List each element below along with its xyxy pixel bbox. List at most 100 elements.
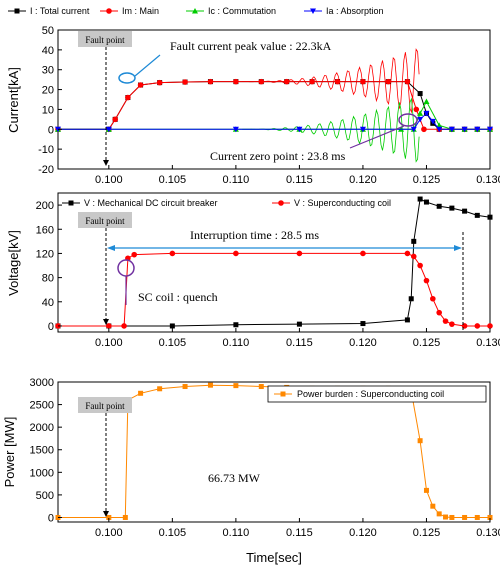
y-tick-label: -10 bbox=[38, 144, 54, 156]
x-tick-label: 0.105 bbox=[159, 337, 187, 349]
data-point bbox=[417, 91, 423, 97]
current-oscillation-traces bbox=[242, 48, 420, 163]
x-tick-label: 0.115 bbox=[286, 337, 313, 349]
data-point bbox=[296, 126, 303, 133]
data-point bbox=[169, 250, 176, 257]
data-point bbox=[233, 322, 239, 328]
data-point bbox=[296, 321, 302, 327]
x-tick-label: 0.125 bbox=[413, 337, 441, 349]
data-point bbox=[360, 250, 366, 257]
y-tick-label: 80 bbox=[42, 273, 54, 285]
x-tick-label: 0.110 bbox=[223, 337, 250, 349]
data-point bbox=[487, 214, 493, 220]
legend-label: V : Mechanical DC circuit breaker bbox=[84, 198, 218, 208]
x-tick-label: 0.110 bbox=[223, 527, 250, 539]
y-tick-label: 1500 bbox=[30, 445, 54, 457]
data-point bbox=[404, 78, 411, 85]
zero-point-pointer bbox=[349, 125, 405, 149]
data-point bbox=[474, 212, 480, 218]
data-point bbox=[121, 323, 127, 329]
interruption-arrow-right-head bbox=[454, 245, 462, 251]
quench-annotation: SC coil : quench bbox=[138, 290, 218, 304]
data-point bbox=[413, 106, 420, 113]
data-point bbox=[423, 110, 430, 117]
legend-label: Im : Main bbox=[122, 6, 159, 16]
legend-label: Ic : Commutation bbox=[208, 6, 276, 16]
power-energy-annotation: 66.73 MW bbox=[208, 471, 261, 485]
data-point bbox=[423, 487, 429, 493]
power-plot-frame bbox=[57, 381, 491, 523]
power-ylabel: Power [MW] bbox=[2, 417, 17, 488]
current-plot-frame bbox=[57, 29, 491, 170]
x-tick-label: 0.100 bbox=[95, 174, 123, 186]
legend-label: Ia : Absorption bbox=[326, 6, 384, 16]
data-point bbox=[462, 514, 468, 520]
fault-point-arrow-2 bbox=[103, 319, 109, 325]
data-point bbox=[410, 253, 417, 260]
series-1 bbox=[55, 79, 493, 132]
fault-point-box-2 bbox=[78, 212, 132, 228]
series-line bbox=[58, 81, 490, 130]
data-point bbox=[442, 318, 449, 324]
data-point bbox=[169, 323, 175, 329]
data-point bbox=[296, 250, 303, 257]
data-point bbox=[423, 199, 429, 205]
voltage-plot-frame bbox=[57, 192, 491, 333]
data-point bbox=[408, 296, 414, 302]
data-point bbox=[112, 116, 118, 123]
power-legend: Power burden : Superconducting coil bbox=[267, 385, 487, 403]
x-tick-label: 0.130 bbox=[476, 527, 500, 539]
fault-point-label-2: Fault point bbox=[85, 216, 125, 226]
x-tick-label: 0.125 bbox=[413, 174, 441, 186]
data-point bbox=[474, 323, 481, 329]
data-point bbox=[122, 514, 128, 520]
data-point bbox=[137, 82, 144, 88]
voltage-chart: 0.100 0.105 0.110 0.115 0.120 0.125 0.130 0 40 8… bbox=[6, 192, 500, 349]
y-tick-label: 2000 bbox=[30, 422, 54, 434]
data-point bbox=[258, 78, 265, 85]
data-point bbox=[449, 205, 455, 211]
x-tick-label: 0.115 bbox=[286, 527, 313, 539]
data-point bbox=[334, 78, 341, 85]
data-point bbox=[436, 122, 443, 128]
y-tick-label: 50 bbox=[42, 25, 54, 37]
fault-point-box-3 bbox=[78, 397, 132, 413]
x-tick-label: 0.115 bbox=[286, 174, 313, 186]
x-tick-label: 0.105 bbox=[159, 174, 187, 186]
data-point bbox=[487, 323, 493, 329]
series-2 bbox=[55, 250, 493, 329]
data-point bbox=[474, 514, 480, 520]
legend-swatch-marker bbox=[192, 8, 198, 14]
y-tick-label: 30 bbox=[42, 65, 54, 77]
data-point bbox=[131, 251, 138, 258]
fault-point-arrow bbox=[103, 160, 109, 166]
main-oscillation bbox=[242, 48, 420, 114]
data-point bbox=[359, 126, 366, 133]
time-xlabel: Time[sec] bbox=[246, 550, 302, 565]
series-line bbox=[58, 198, 491, 327]
peak-pointer bbox=[134, 54, 161, 77]
data-point bbox=[462, 208, 468, 214]
fault-point-label-3: Fault point bbox=[85, 401, 125, 411]
x-tick-label: 0.105 bbox=[159, 527, 187, 539]
legend-label: Power burden : Superconducting coil bbox=[297, 389, 444, 399]
data-point bbox=[105, 126, 112, 133]
data-point bbox=[417, 438, 423, 444]
data-point bbox=[385, 78, 392, 85]
data-point bbox=[156, 79, 163, 86]
data-point bbox=[417, 116, 424, 123]
data-point bbox=[182, 79, 188, 85]
y-tick-label: 0 bbox=[48, 321, 54, 333]
zero-point-annotation: Current zero point : 23.8 ms bbox=[210, 149, 346, 163]
y-tick-label: 20 bbox=[42, 85, 54, 97]
current-ylabel: Current[kA] bbox=[6, 67, 21, 133]
data-point bbox=[207, 78, 214, 85]
fault-point-box bbox=[78, 31, 132, 47]
data-point bbox=[430, 503, 436, 509]
data-point bbox=[404, 317, 410, 323]
x-tick-label: 0.130 bbox=[476, 174, 500, 186]
x-tick-label: 0.125 bbox=[413, 527, 441, 539]
data-point bbox=[436, 126, 443, 133]
fault-point-label: Fault point bbox=[85, 35, 125, 45]
x-tick-label: 0.120 bbox=[349, 174, 377, 186]
